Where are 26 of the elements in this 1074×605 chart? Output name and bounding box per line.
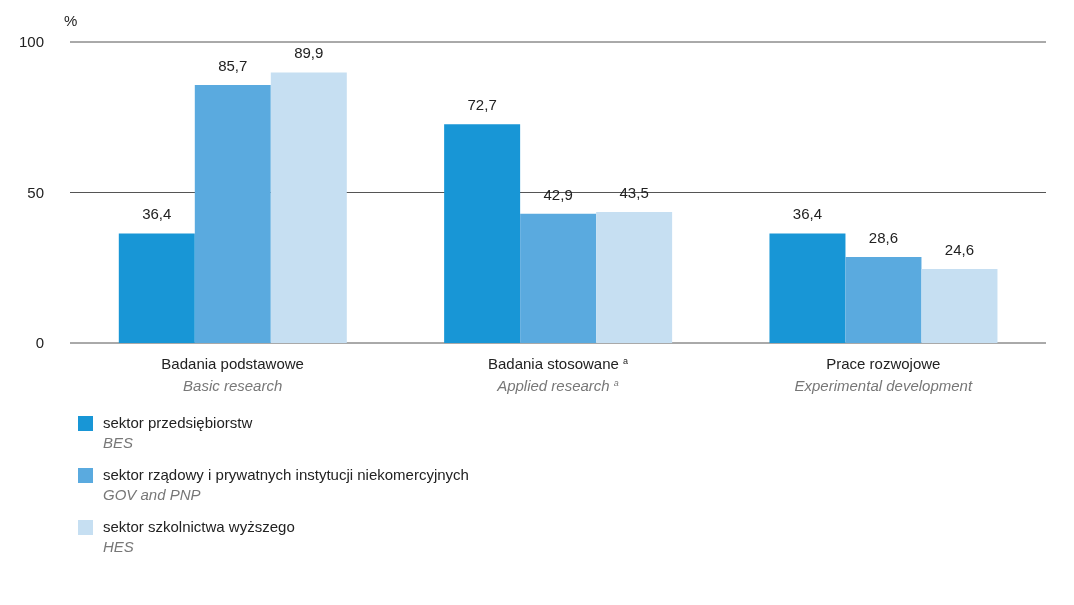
bar — [596, 212, 673, 343]
bar — [520, 213, 597, 343]
y-axis-title: % — [64, 12, 78, 29]
data-label: 89,9 — [294, 44, 324, 62]
y-tick-label: 0 — [35, 334, 44, 352]
bar — [118, 233, 195, 343]
legend-label: sektor rządowy i prywatnych instytucji niekomercyjnych GOV and PNP — [103, 466, 469, 503]
bar — [194, 85, 271, 343]
data-label: 36,4 — [142, 205, 172, 223]
data-label: 85,7 — [218, 57, 248, 75]
data-label: 24,6 — [944, 240, 975, 258]
legend-label: sektor szkolnictwa wyższego HES — [103, 518, 295, 555]
data-label: 36,4 — [792, 205, 823, 223]
x-tick-label: Prace rozwojowe Experimental development — [794, 355, 973, 394]
y-tick-label: 100 — [18, 33, 44, 51]
data-label: 28,6 — [868, 228, 899, 246]
data-label: 72,7 — [467, 96, 497, 114]
bar — [270, 72, 347, 343]
category-label: Badania stosowane $^{a}$ Applied research $^{a}$ — [487, 355, 629, 394]
legend-label: sektor przedsiębiorstw BES — [103, 414, 253, 451]
y-tick-label: 50 — [27, 183, 44, 201]
bar — [444, 124, 521, 343]
bar — [769, 233, 846, 343]
bar — [845, 256, 922, 343]
bar — [921, 268, 998, 343]
x-tick-label: Badania podstawowe Basic research — [161, 355, 304, 394]
